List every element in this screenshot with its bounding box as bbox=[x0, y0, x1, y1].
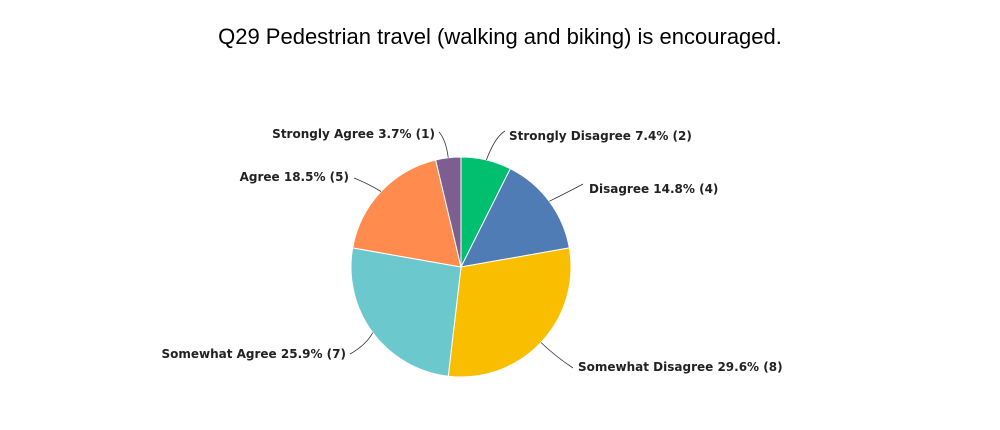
slice-label: Agree 18.5% (5) bbox=[240, 170, 349, 184]
slice-label: Somewhat Agree 25.9% (7) bbox=[161, 347, 346, 361]
pie-slice bbox=[350, 247, 462, 377]
slice-label: Strongly Agree 3.7% (1) bbox=[272, 127, 435, 141]
pie-slice bbox=[352, 159, 462, 268]
slice-label: Somewhat Disagree 29.6% (8) bbox=[578, 360, 783, 374]
pie-slice bbox=[447, 247, 572, 378]
leader-line bbox=[353, 177, 382, 192]
slice-label: Disagree 14.8% (4) bbox=[589, 182, 718, 196]
leader-line bbox=[349, 332, 374, 355]
leader-line bbox=[485, 130, 506, 161]
leader-line bbox=[438, 131, 449, 158]
leader-lines bbox=[349, 130, 584, 369]
leader-line bbox=[549, 183, 584, 202]
pie-slices bbox=[350, 156, 572, 378]
slice-labels: Strongly Disagree 7.4% (2) Disagree 14.8%… bbox=[161, 127, 782, 374]
chart-title: Q29 Pedestrian travel (walking and bikin… bbox=[218, 24, 782, 49]
slice-label: Strongly Disagree 7.4% (2) bbox=[509, 129, 692, 143]
leader-line bbox=[540, 342, 574, 369]
